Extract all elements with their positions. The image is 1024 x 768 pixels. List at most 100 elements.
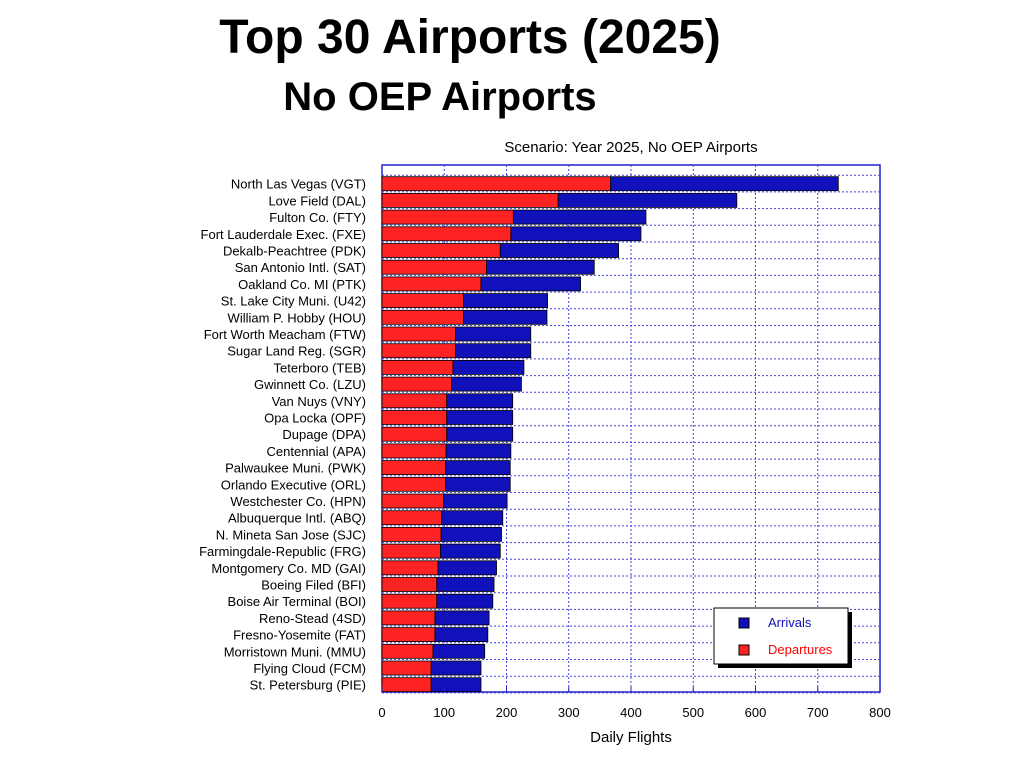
bar-departures: [381, 543, 441, 559]
x-tick-label: 200: [496, 705, 518, 720]
category-label: Fort Worth Meacham (FTW): [204, 327, 366, 342]
bar-departures: [381, 326, 456, 342]
category-label: Fresno-Yosemite (FAT): [233, 628, 366, 643]
bar-departures: [381, 426, 448, 442]
x-tick-label: 800: [869, 705, 891, 720]
bar-arrivals: [440, 527, 502, 542]
category-label: Morristown Muni. (MMU): [224, 644, 366, 659]
category-label: Reno-Stead (4SD): [259, 611, 366, 626]
category-label: Flying Cloud (FCM): [253, 661, 366, 676]
bar-arrivals: [451, 376, 522, 392]
category-label: Centennial (APA): [267, 444, 366, 459]
category-label: Farmingdale-Republic (FRG): [199, 544, 366, 559]
category-label: Palwaukee Muni. (PWK): [225, 461, 366, 476]
bar-arrivals: [455, 326, 532, 342]
legend-swatch-departures: [738, 644, 750, 656]
bar-departures: [381, 460, 446, 476]
bar-departures: [381, 359, 454, 375]
legend-box: [713, 607, 849, 665]
legend-swatch-arrivals: [738, 617, 750, 629]
bar-arrivals: [434, 610, 490, 626]
category-label: St. Petersburg (PIE): [250, 678, 366, 693]
bar-departures: [381, 410, 448, 425]
bar-arrivals: [446, 426, 514, 442]
category-label: North Las Vegas (VGT): [231, 177, 366, 192]
bar-departures: [381, 660, 432, 676]
bar-arrivals: [610, 176, 839, 192]
category-label: Sugar Land Reg. (SGR): [227, 344, 366, 359]
bar-departures: [381, 243, 501, 258]
x-tick-label: 500: [682, 705, 704, 720]
x-axis-label: Daily Flights: [590, 729, 672, 746]
bar-departures: [381, 493, 445, 509]
bar-arrivals: [436, 577, 495, 592]
bar-departures: [381, 393, 448, 409]
bar-departures: [381, 376, 453, 392]
bar-arrivals: [443, 493, 508, 509]
bar-departures: [381, 192, 559, 208]
bar-arrivals: [510, 226, 642, 242]
legend-label-departures: Departures: [768, 642, 833, 657]
bar-departures: [381, 176, 611, 192]
category-label: Dekalb-Peachtree (PDK): [223, 244, 366, 259]
bar-arrivals: [441, 510, 504, 526]
category-label: Boeing Filed (BFI): [261, 578, 366, 593]
x-tick-label: 300: [558, 705, 580, 720]
bar-departures: [381, 309, 464, 325]
bar-arrivals: [445, 443, 512, 459]
bar-arrivals: [445, 476, 511, 492]
bar-departures: [381, 476, 446, 492]
bar-arrivals: [440, 543, 501, 559]
bar-arrivals: [455, 343, 532, 359]
slide-title: Top 30 Airports (2025): [219, 11, 721, 64]
bar-departures: [381, 610, 436, 626]
bar-departures: [381, 293, 464, 309]
bar-departures: [381, 443, 447, 459]
bar-arrivals: [436, 593, 494, 609]
bar-departures: [381, 209, 514, 225]
category-label: William P. Hobby (HOU): [228, 310, 366, 325]
category-label: Fort Lauderdale Exec. (FXE): [201, 227, 366, 242]
bar-arrivals: [434, 627, 489, 642]
x-tick-label: 400: [620, 705, 642, 720]
bar-arrivals: [430, 677, 482, 693]
bar-arrivals: [463, 309, 548, 325]
bar-arrivals: [446, 410, 514, 425]
bar-departures: [381, 627, 436, 642]
bar-arrivals: [432, 643, 486, 659]
bar-arrivals: [486, 259, 595, 275]
bar-departures: [381, 510, 443, 526]
bar-departures: [381, 276, 482, 292]
bar-departures: [381, 259, 487, 275]
x-tick-label: 0: [378, 705, 385, 720]
category-label: St. Lake City Muni. (U42): [221, 294, 366, 309]
category-label: Albuquerque Intl. (ABQ): [228, 511, 366, 526]
category-label: Teterboro (TEB): [274, 360, 366, 375]
category-label: San Antonio Intl. (SAT): [235, 260, 366, 275]
category-label: Fulton Co. (FTY): [269, 210, 366, 225]
category-label: Love Field (DAL): [268, 193, 366, 208]
category-label: Westchester Co. (HPN): [230, 494, 366, 509]
chart-title: Scenario: Year 2025, No OEP Airports: [504, 139, 757, 156]
bar-arrivals: [452, 359, 525, 375]
x-tick-label: 700: [807, 705, 829, 720]
x-tick-label: 100: [433, 705, 455, 720]
bar-departures: [381, 643, 434, 659]
legend-label-arrivals: Arrivals: [768, 615, 812, 630]
bar-arrivals: [463, 293, 548, 309]
bar-arrivals: [480, 276, 581, 292]
bar-departures: [381, 593, 438, 609]
bar-arrivals: [437, 560, 497, 576]
category-label: Montgomery Co. MD (GAI): [211, 561, 366, 576]
bar-arrivals: [557, 192, 738, 208]
bar-arrivals: [512, 209, 647, 225]
category-label: Oakland Co. MI (PTK): [238, 277, 366, 292]
category-label: Van Nuys (VNY): [272, 394, 366, 409]
category-label: Gwinnett Co. (LZU): [254, 377, 366, 392]
category-label: Opa Locka (OPF): [264, 411, 366, 426]
category-label: Boise Air Terminal (BOI): [228, 594, 366, 609]
bar-departures: [381, 677, 432, 693]
bar-arrivals: [446, 393, 514, 409]
category-label: Dupage (DPA): [282, 427, 366, 442]
